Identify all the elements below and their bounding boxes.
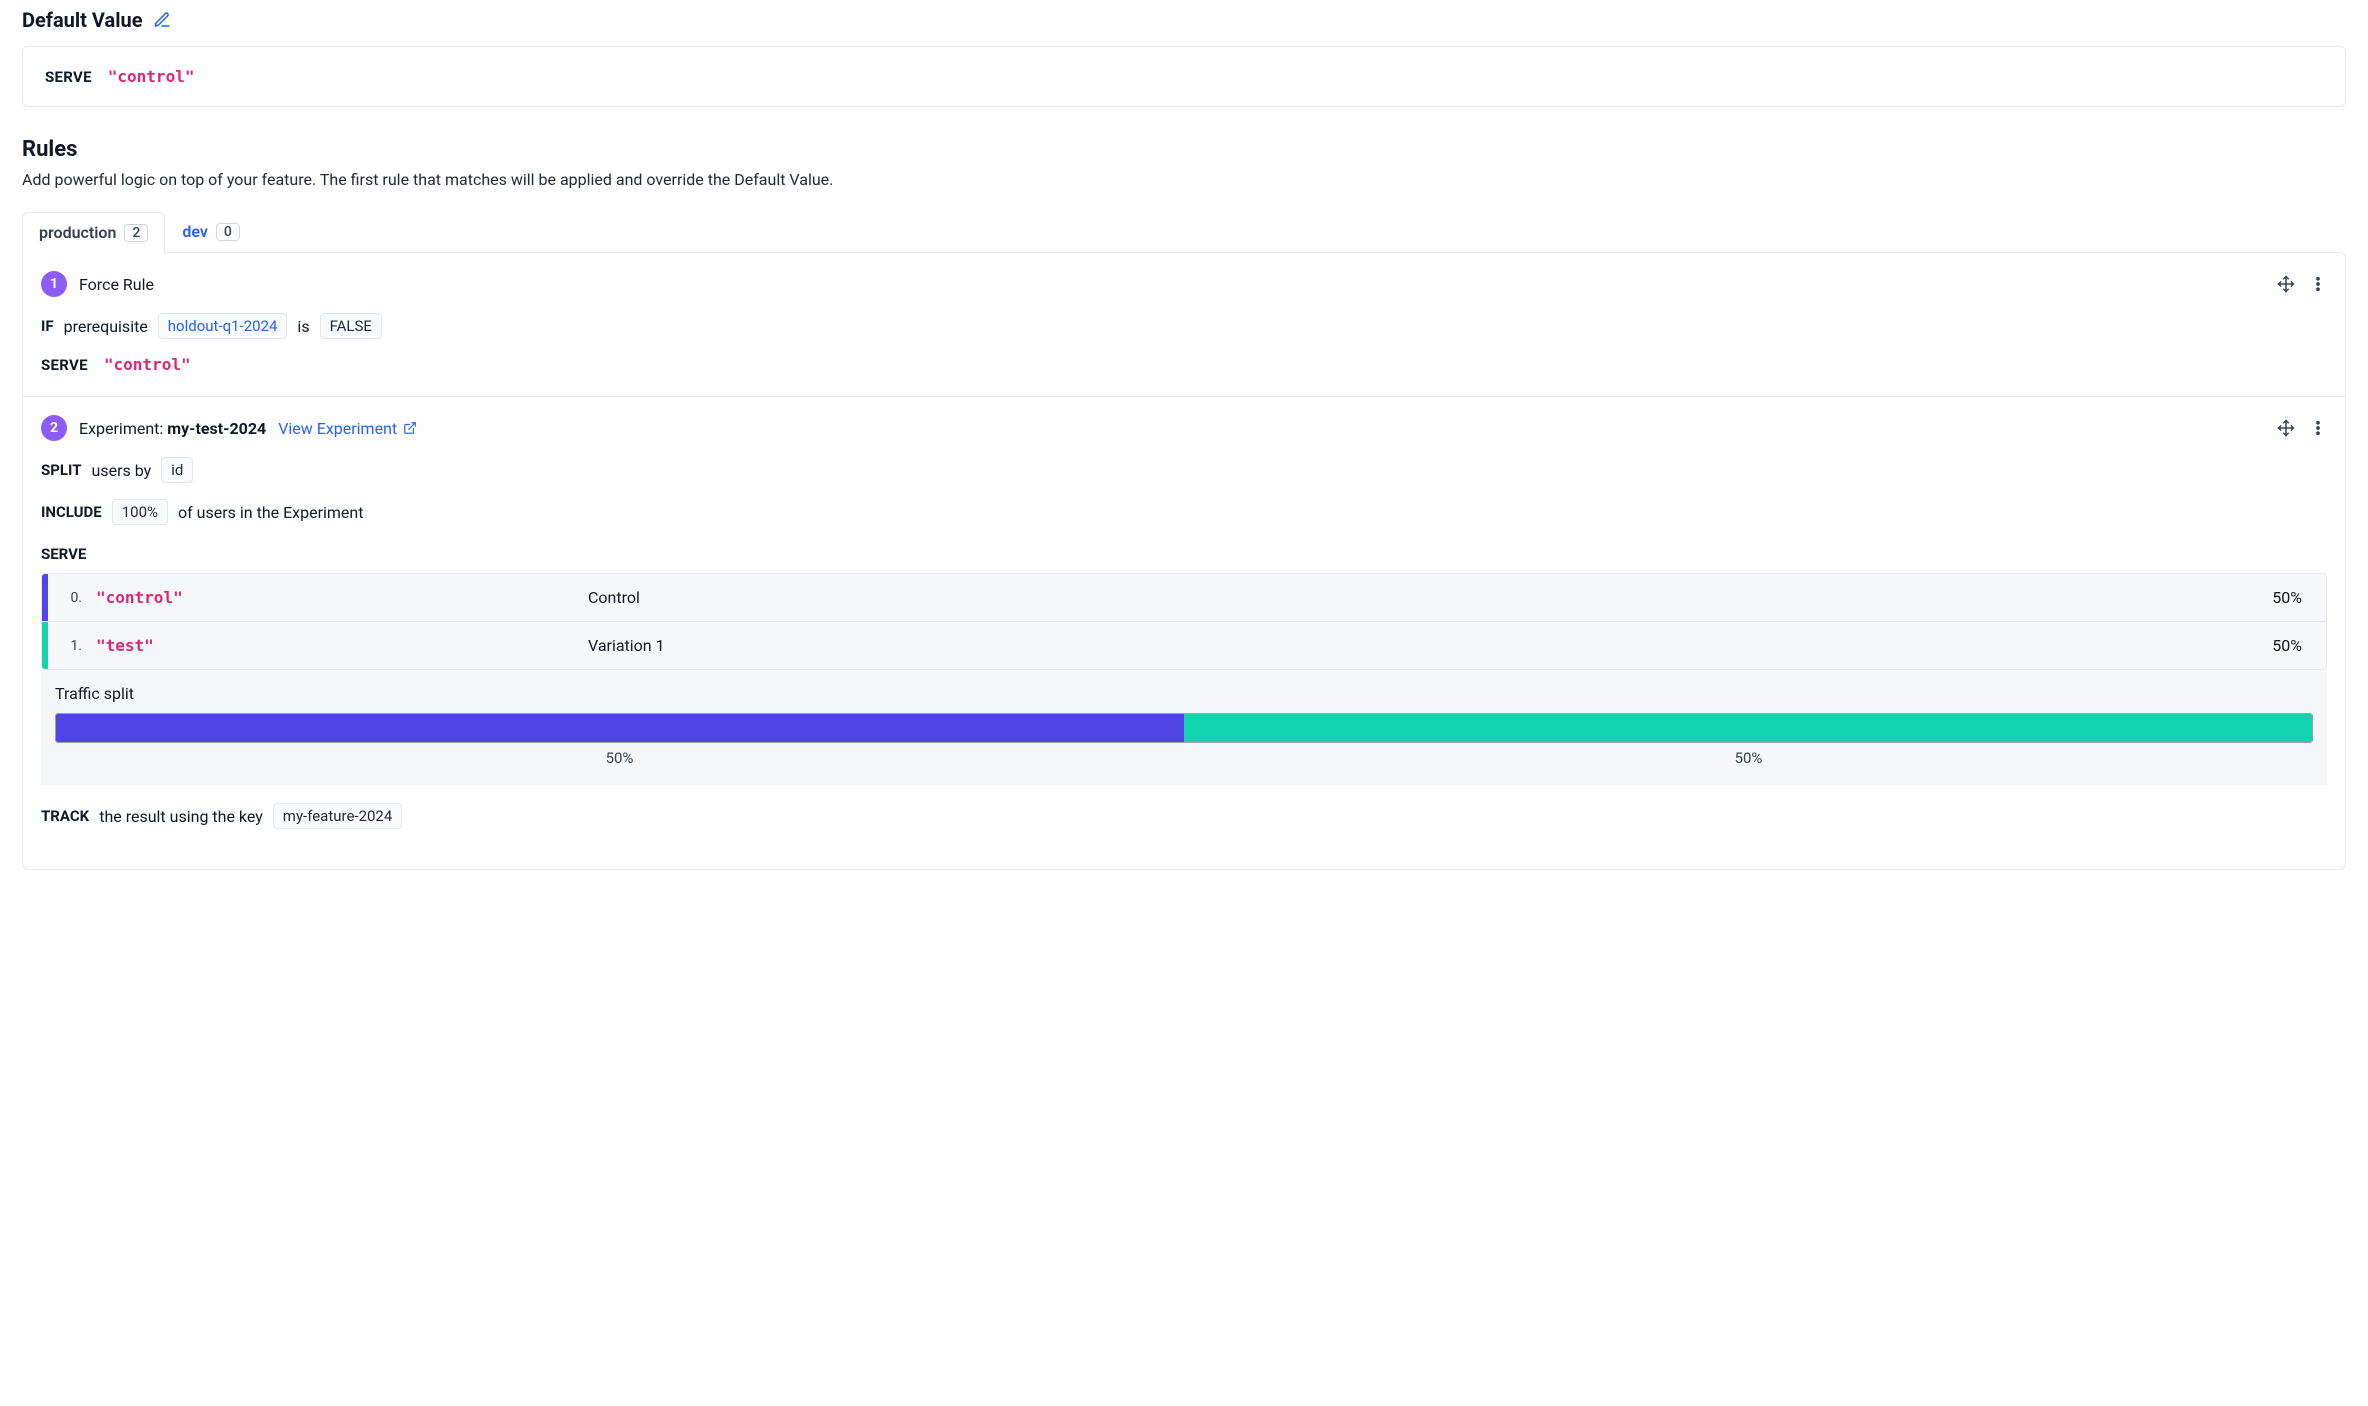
variation-index: 0. — [48, 574, 88, 621]
variation-name: Control — [588, 574, 2216, 621]
rule-title: Force Rule — [79, 275, 154, 294]
serve-keyword: SERVE — [41, 545, 86, 563]
rule-title: Experiment: my-test-2024 — [79, 419, 266, 438]
variation-key: "control" — [88, 574, 588, 621]
rule-menu-button[interactable] — [2309, 275, 2327, 293]
if-keyword: IF — [41, 317, 54, 335]
default-value-box: SERVE "control" — [22, 46, 2346, 107]
view-experiment-label: View Experiment — [278, 419, 397, 438]
include-line: INCLUDE 100% of users in the Experiment — [41, 499, 2327, 525]
include-keyword: INCLUDE — [41, 503, 102, 521]
external-link-icon — [403, 421, 417, 435]
rule-if-line: IF prerequisite holdout-q1-2024 is FALSE — [41, 313, 2327, 339]
include-pct-chip: 100% — [112, 499, 168, 525]
default-serve-value: "control" — [108, 67, 195, 86]
serve-line: SERVE — [41, 545, 2327, 563]
split-keyword: SPLIT — [41, 461, 82, 479]
split-text: users by — [92, 461, 152, 480]
env-tabs: production 2 dev 0 1 Force Rule — [22, 211, 2346, 870]
track-line: TRACK the result using the key my-featur… — [41, 785, 2327, 847]
variation-name: Variation 1 — [588, 622, 2216, 669]
variation-percent: 50% — [2216, 622, 2326, 669]
traffic-split-segment — [1184, 714, 2312, 742]
split-line: SPLIT users by id — [41, 457, 2327, 483]
variation-percent: 50% — [2216, 574, 2326, 621]
rule-2: 2 Experiment: my-test-2024 View Experime… — [23, 397, 2345, 869]
serve-keyword: SERVE — [45, 68, 92, 86]
traffic-split-label: 50% — [1184, 749, 2313, 767]
rule-title-prefix: Experiment: — [79, 419, 167, 438]
rule-header: 1 Force Rule — [41, 271, 2327, 297]
rule-number-badge: 2 — [41, 415, 67, 441]
prerequisite-word: prerequisite — [64, 317, 148, 336]
more-vertical-icon — [2309, 275, 2327, 293]
traffic-split-title: Traffic split — [55, 684, 2313, 703]
is-word: is — [297, 317, 309, 336]
traffic-split-labels: 50%50% — [55, 749, 2313, 767]
edit-icon — [153, 11, 171, 29]
tab-production[interactable]: production 2 — [22, 212, 165, 253]
more-vertical-icon — [2309, 419, 2327, 437]
tab-count-badge: 0 — [216, 223, 240, 241]
move-icon — [2277, 275, 2295, 293]
traffic-split-label: 50% — [55, 749, 1184, 767]
default-value-header: Default Value — [22, 8, 2346, 32]
move-icon — [2277, 419, 2295, 437]
rules-description: Add powerful logic on top of your featur… — [22, 170, 2346, 189]
edit-default-value-button[interactable] — [153, 11, 171, 29]
rule-serve-line: SERVE "control" — [41, 355, 2327, 374]
variation-key: "test" — [88, 622, 588, 669]
env-tabs-bar: production 2 dev 0 — [22, 211, 2346, 252]
tab-label: dev — [182, 222, 208, 241]
variation-index: 1. — [48, 622, 88, 669]
include-text: of users in the Experiment — [178, 503, 363, 522]
rules-header: Rules Add powerful logic on top of your … — [22, 137, 2346, 189]
view-experiment-link[interactable]: View Experiment — [278, 419, 417, 438]
traffic-split-block: Traffic split 50%50% — [41, 670, 2327, 785]
split-attr-chip: id — [161, 457, 193, 483]
variation-row: 0."control"Control50% — [42, 574, 2326, 622]
page-root: Default Value SERVE "control" Rules Add … — [0, 8, 2368, 900]
tab-count-badge: 2 — [124, 224, 148, 242]
default-value-title: Default Value — [22, 8, 143, 32]
rule-title-name: my-test-2024 — [167, 419, 266, 438]
serve-keyword: SERVE — [41, 356, 88, 374]
rule-header: 2 Experiment: my-test-2024 View Experime… — [41, 415, 2327, 441]
drag-handle-button[interactable] — [2277, 419, 2295, 437]
rule-menu-button[interactable] — [2309, 419, 2327, 437]
prerequisite-chip[interactable]: holdout-q1-2024 — [158, 313, 288, 339]
variations-table: 0."control"Control50%1."test"Variation 1… — [41, 573, 2327, 670]
rules-title: Rules — [22, 137, 2346, 162]
traffic-split-bar — [55, 713, 2313, 743]
serve-value: "control" — [104, 355, 191, 374]
rule-1: 1 Force Rule IF prerequisite — [23, 253, 2345, 397]
rules-panel: 1 Force Rule IF prerequisite — [22, 252, 2346, 870]
variation-row: 1."test"Variation 150% — [42, 622, 2326, 669]
traffic-split-segment — [56, 714, 1184, 742]
bool-chip: FALSE — [320, 313, 382, 339]
rule-number-badge: 1 — [41, 271, 67, 297]
track-keyword: TRACK — [41, 807, 89, 825]
track-key-chip: my-feature-2024 — [273, 803, 403, 829]
track-text: the result using the key — [99, 807, 263, 826]
tab-label: production — [39, 223, 116, 242]
drag-handle-button[interactable] — [2277, 275, 2295, 293]
tab-dev[interactable]: dev 0 — [165, 211, 257, 252]
